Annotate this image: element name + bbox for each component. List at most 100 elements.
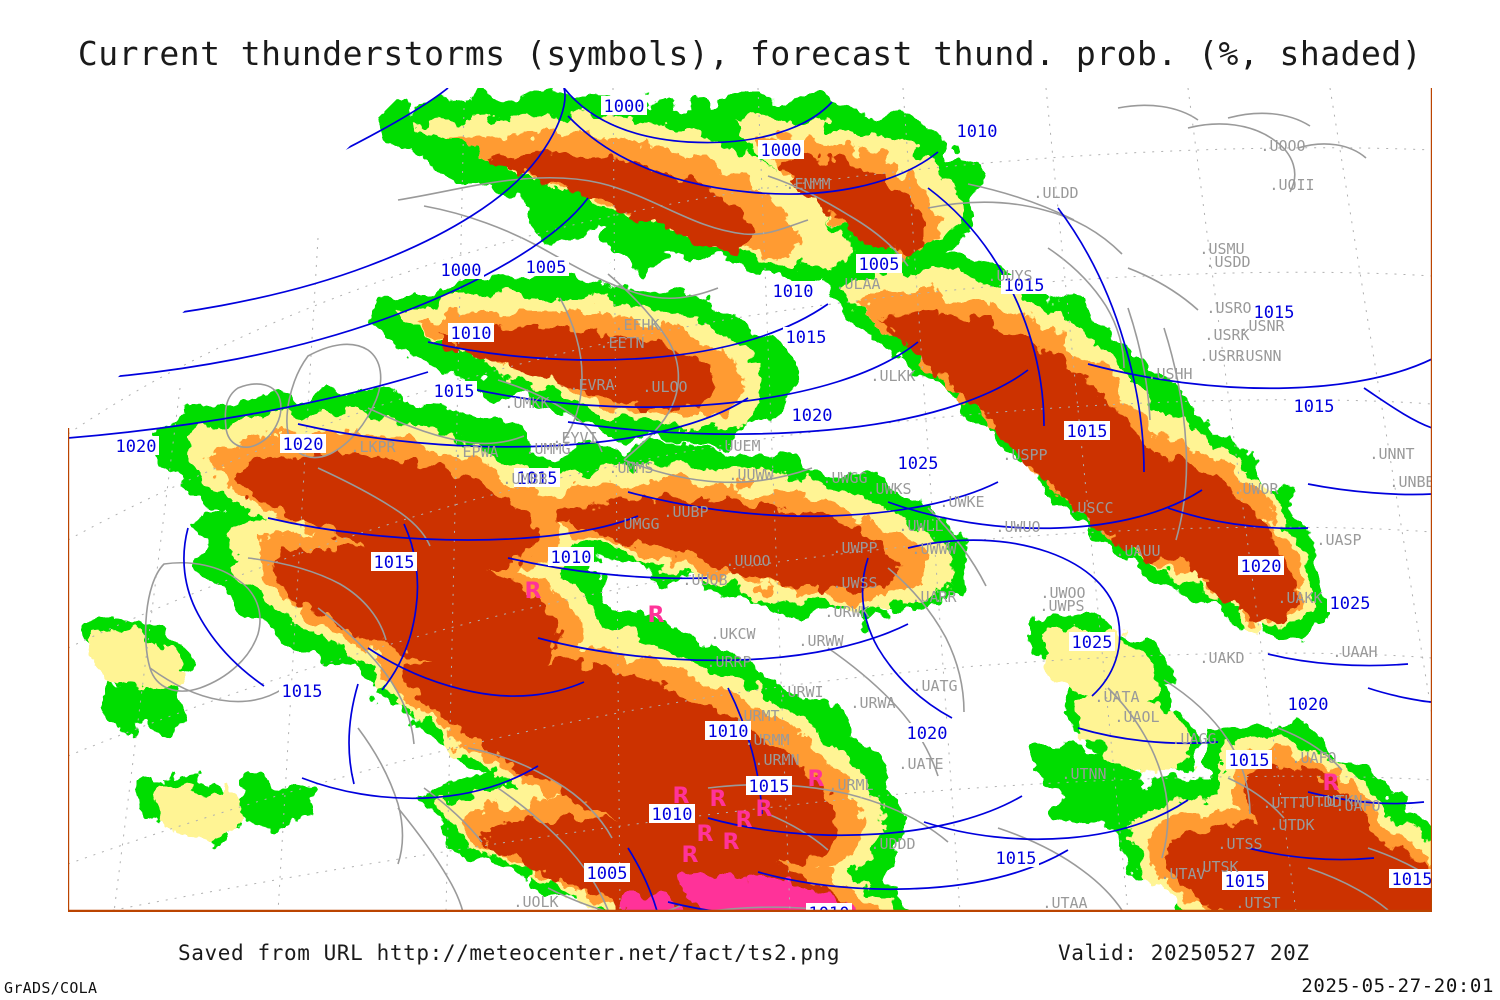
isobar-label: 1015 bbox=[1392, 870, 1432, 890]
station-label: .UOOO bbox=[1260, 137, 1305, 155]
station-label: .UNNT bbox=[1369, 445, 1414, 463]
isobar-label-halo bbox=[1251, 302, 1297, 321]
station-label: .LKPR bbox=[350, 438, 396, 456]
map-border bbox=[68, 88, 1432, 912]
station-label: .UTDD bbox=[1296, 793, 1341, 811]
thunderstorm-symbol: R bbox=[710, 787, 727, 812]
station-label: .UWKS bbox=[866, 480, 911, 498]
station-label: .UWOR bbox=[1233, 480, 1279, 498]
station-label: .UAGG bbox=[1171, 730, 1216, 748]
station-label: .ENMM bbox=[785, 175, 830, 193]
isobar-label-halo bbox=[1291, 396, 1337, 415]
station-label: .UWPS bbox=[1039, 597, 1084, 615]
station-label: .UTTT bbox=[1262, 794, 1307, 812]
station-label: .UUEM bbox=[715, 437, 760, 455]
station-label: .USMU bbox=[1199, 240, 1244, 258]
station-label: .UWGG bbox=[822, 469, 867, 487]
station-label: .USPP bbox=[1002, 446, 1047, 464]
station-label: .USRK bbox=[1204, 326, 1249, 344]
station-label: .UATG bbox=[912, 677, 957, 695]
isobar-label-halo bbox=[783, 327, 829, 346]
station-label: .UAAH bbox=[1332, 643, 1377, 661]
station-label: .USDD bbox=[1205, 253, 1250, 271]
station-label: .UOII bbox=[1269, 176, 1314, 194]
isobar-label: 1015 bbox=[749, 777, 790, 797]
station-label: .UASP bbox=[1316, 531, 1361, 549]
station-label: .UAKD bbox=[1199, 649, 1244, 667]
isobar-label: 1005 bbox=[587, 864, 628, 884]
isobar-label: 1015 bbox=[786, 328, 827, 348]
station-label: .USHH bbox=[1147, 365, 1192, 383]
station-label: .EYVI bbox=[552, 429, 597, 447]
isobar-label-halo bbox=[438, 260, 484, 279]
isobar-label: 1015 bbox=[996, 849, 1037, 869]
station-label: .UWKE bbox=[939, 493, 984, 511]
station-labels: .ENMM .ULAA .EFHK.EETN .EVRA .ULOO .ULKK .UMKK… bbox=[350, 137, 1432, 912]
isobar-label: 1000 bbox=[441, 261, 482, 281]
station-label: .UWWW bbox=[911, 540, 957, 558]
station-label: .UWPP bbox=[832, 539, 877, 557]
map-canvas[interactable]: 1000 1000 1000 1005 1005 1010 1010 1015 1015 1010… bbox=[68, 88, 1432, 912]
station-label: .UATA bbox=[1094, 688, 1139, 706]
isobars bbox=[68, 88, 1432, 912]
isobar-label-halo bbox=[904, 723, 950, 742]
isobar-label-halo bbox=[1226, 750, 1272, 769]
isobar-label-halo bbox=[1069, 632, 1115, 651]
isobar-label: 1020 bbox=[907, 724, 948, 744]
isobar-label: 1010 bbox=[708, 722, 749, 742]
station-label: .UWUO bbox=[995, 518, 1040, 536]
isobar-label: 1015 bbox=[1229, 751, 1270, 771]
isobar-label-halo bbox=[371, 552, 417, 571]
weather-map[interactable]: 1000 1000 1000 1005 1005 1010 1010 1015 1015 1010… bbox=[68, 88, 1432, 912]
isobar-label: 1010 bbox=[551, 548, 592, 568]
station-label: .UTDK bbox=[1269, 816, 1314, 834]
isobar-label: 1005 bbox=[526, 258, 567, 278]
station-label: .UTST bbox=[1235, 894, 1280, 912]
isobar-label: 1005 bbox=[859, 255, 900, 275]
station-label: .USNN bbox=[1236, 347, 1281, 365]
isobar-label-halo bbox=[758, 140, 804, 159]
station-label: .URRP bbox=[706, 653, 751, 671]
isobar-label-halo bbox=[1238, 556, 1284, 575]
station-label: .UMGG bbox=[614, 515, 659, 533]
station-label: .UAFO bbox=[1291, 749, 1336, 767]
thunderstorm-symbol: R bbox=[697, 822, 714, 847]
station-label: .URML bbox=[828, 776, 873, 794]
isobar-label: 1000 bbox=[604, 97, 645, 117]
station-label: .UUYS bbox=[987, 267, 1032, 285]
isobar-label-halo bbox=[895, 453, 941, 472]
isobar-label-halo bbox=[448, 323, 494, 342]
station-label: .UOLK bbox=[513, 893, 558, 911]
isobar-label-halo bbox=[649, 804, 695, 823]
isobar-label-halo bbox=[514, 468, 560, 487]
station-label: .URWI bbox=[778, 683, 823, 701]
isobar-label: 1015 bbox=[1004, 276, 1045, 296]
station-label: .UWSS bbox=[832, 574, 877, 592]
grads-credit-text: GrADS/COLA bbox=[4, 979, 98, 997]
thunderstorm-symbol: R bbox=[756, 797, 773, 822]
station-label: .UWOO bbox=[1040, 584, 1085, 602]
isobar-label: 1010 bbox=[451, 324, 492, 344]
station-label: .URMM bbox=[744, 731, 789, 749]
isobar-label-halo bbox=[1001, 275, 1047, 294]
station-label: .UNBB bbox=[1389, 473, 1432, 491]
station-label: .UMMS bbox=[608, 459, 653, 477]
isobar-label-halo bbox=[280, 434, 326, 453]
page-title: Current thunderstorms (symbols), forecas… bbox=[77, 34, 1423, 73]
thunderstorm-symbol: R bbox=[525, 579, 542, 604]
thunderstorm-symbol: R bbox=[808, 767, 825, 792]
station-label: .EVRA bbox=[569, 376, 614, 394]
isobar-label: 1025 bbox=[1072, 633, 1113, 653]
station-label: .URWK bbox=[824, 603, 869, 621]
thunderstorm-symbol: R bbox=[682, 843, 699, 868]
station-label: .UARR bbox=[911, 588, 957, 606]
isobar-label-halo bbox=[279, 681, 325, 700]
isobar-label: 1010 bbox=[809, 904, 850, 912]
isobar-label: 1010 bbox=[773, 282, 814, 302]
station-label: .ULKK bbox=[870, 367, 915, 385]
isobar-label: 1015 bbox=[374, 553, 415, 573]
station-label: .UMKK bbox=[504, 394, 549, 412]
isobar-label-halo bbox=[993, 848, 1039, 867]
isobar-label: 1015 bbox=[1225, 872, 1266, 892]
